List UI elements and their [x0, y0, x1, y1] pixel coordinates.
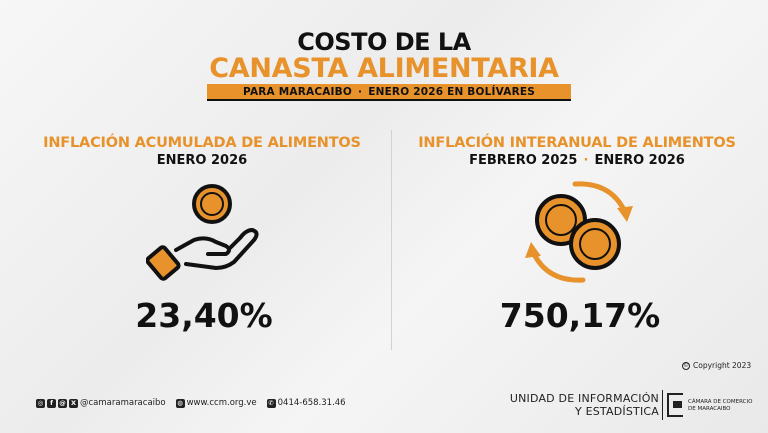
social-handle: @camaramaracaibo	[80, 398, 166, 408]
footer-separator	[662, 390, 663, 420]
right-value: 750,17%	[499, 296, 661, 335]
facebook-icon: f	[47, 398, 56, 408]
website-group: ◍ www.ccm.org.ve	[175, 398, 257, 408]
left-value: 23,40%	[135, 296, 273, 335]
unit-name: UNIDAD DE INFORMACIÓN Y ESTADÍSTICA	[509, 392, 659, 418]
right-period-from: FEBRERO 2025	[469, 153, 578, 168]
website-link[interactable]: www.ccm.org.ve	[186, 398, 257, 408]
org-line-2: DE MARACAIBO	[688, 406, 731, 412]
right-period: FEBRERO 2025 · ENERO 2026	[385, 153, 768, 168]
right-heading: INFLACIÓN INTERANUAL DE ALIMENTOS	[418, 135, 736, 151]
subtitle-period: ENERO 2026 EN BOLÍVARES	[368, 85, 535, 98]
phone-number: 0414-658.31.46	[277, 398, 346, 408]
threads-icon: @	[58, 398, 67, 408]
subtitle-separator: ·	[358, 85, 363, 98]
organization-name: CÁMARA DE COMERCIO DE MARACAIBO	[688, 399, 760, 413]
column-divider	[391, 130, 392, 350]
social-group: ◎ f @ X @camaramaracaibo	[36, 398, 166, 408]
footer-contacts: ◎ f @ X @camaramaracaibo ◍ www.ccm.org.v…	[36, 398, 346, 408]
left-period: ENERO 2026	[156, 153, 248, 168]
subtitle-location: PARA MARACAIBO	[243, 85, 352, 98]
unit-line-1: UNIDAD DE INFORMACIÓN	[509, 392, 659, 405]
unit-line-2: Y ESTADÍSTICA	[574, 405, 659, 418]
org-line-1: CÁMARA DE COMERCIO	[688, 399, 753, 405]
right-column: INFLACIÓN INTERANUAL DE ALIMENTOS FEBRER…	[385, 135, 768, 168]
hand-coin-icon	[146, 184, 259, 281]
copyright: © Copyright 2023	[682, 361, 751, 370]
left-column: INFLACIÓN ACUMULADA DE ALIMENTOS ENERO 2…	[10, 135, 394, 168]
right-period-to: ENERO 2026	[594, 153, 685, 168]
copyright-text: Copyright 2023	[693, 361, 752, 370]
coins-cycle-icon	[525, 181, 633, 283]
chamber-logo-icon	[667, 393, 683, 417]
subtitle-bar: PARA MARACAIBO · ENERO 2026 EN BOLÍVARES	[207, 84, 571, 101]
left-heading: INFLACIÓN ACUMULADA DE ALIMENTOS	[43, 135, 361, 151]
instagram-icon: ◎	[36, 398, 45, 408]
copyright-icon: ©	[682, 361, 690, 370]
title-line-2: CANASTA ALIMENTARIA	[209, 53, 559, 84]
right-period-separator: ·	[583, 153, 589, 168]
whatsapp-icon: ✆	[266, 398, 276, 408]
phone-group: ✆ 0414-658.31.46	[266, 398, 346, 408]
x-icon: X	[69, 398, 78, 408]
title-line-1: COSTO DE LA	[297, 28, 471, 56]
globe-icon: ◍	[175, 398, 185, 408]
